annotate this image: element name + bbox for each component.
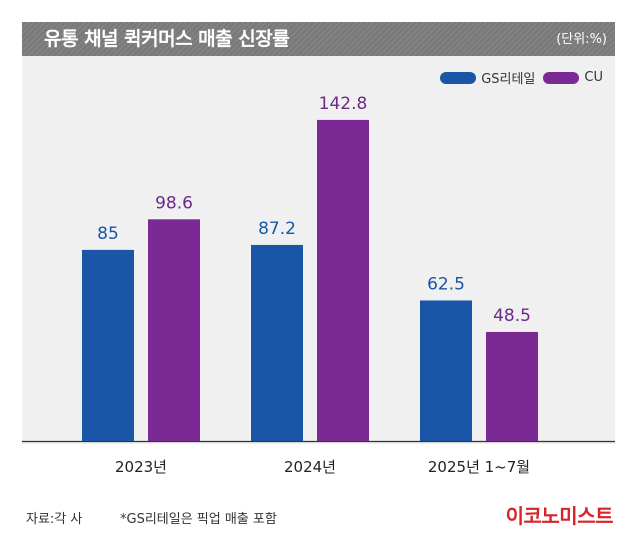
data-label-cu-1: 142.8 (319, 94, 368, 114)
bar-cu-1 (317, 119, 369, 441)
legend-item-gs: GS리테일 (440, 68, 535, 87)
unit-label: (단위:%) (556, 32, 607, 47)
footnote: *GS리테일은 픽업 매출 포함 (120, 512, 277, 527)
bar-cu-0 (148, 219, 200, 441)
category-label-0: 2023년 (115, 458, 167, 476)
brand-logo: 이코노미스트 (505, 504, 614, 528)
category-label-2: 2025년 1~7월 (428, 458, 530, 476)
bar-gs-1 (251, 244, 303, 441)
legend-label-gs: GS리테일 (481, 72, 536, 87)
data-label-gs-0: 85 (97, 224, 119, 244)
source-note: 자료:각 사 (26, 512, 83, 527)
legend-item-cu: CU (543, 70, 603, 85)
legend: GS리테일 CU (440, 68, 603, 87)
bar-gs-2 (420, 300, 472, 441)
data-label-gs-1: 87.2 (258, 219, 296, 239)
data-label-cu-0: 98.6 (155, 193, 193, 213)
data-label-gs-2: 62.5 (427, 274, 465, 294)
bar-cu-2 (486, 331, 538, 441)
legend-swatch-cu (543, 71, 580, 84)
chart-title: 유통 채널 퀵커머스 매출 신장률 (44, 28, 290, 50)
data-label-cu-2: 48.5 (493, 306, 531, 326)
bar-gs-0 (82, 249, 134, 441)
category-label-1: 2024년 (284, 458, 336, 476)
header-bar (22, 22, 615, 56)
legend-label-cu: CU (584, 70, 603, 85)
legend-swatch-gs (440, 71, 477, 84)
